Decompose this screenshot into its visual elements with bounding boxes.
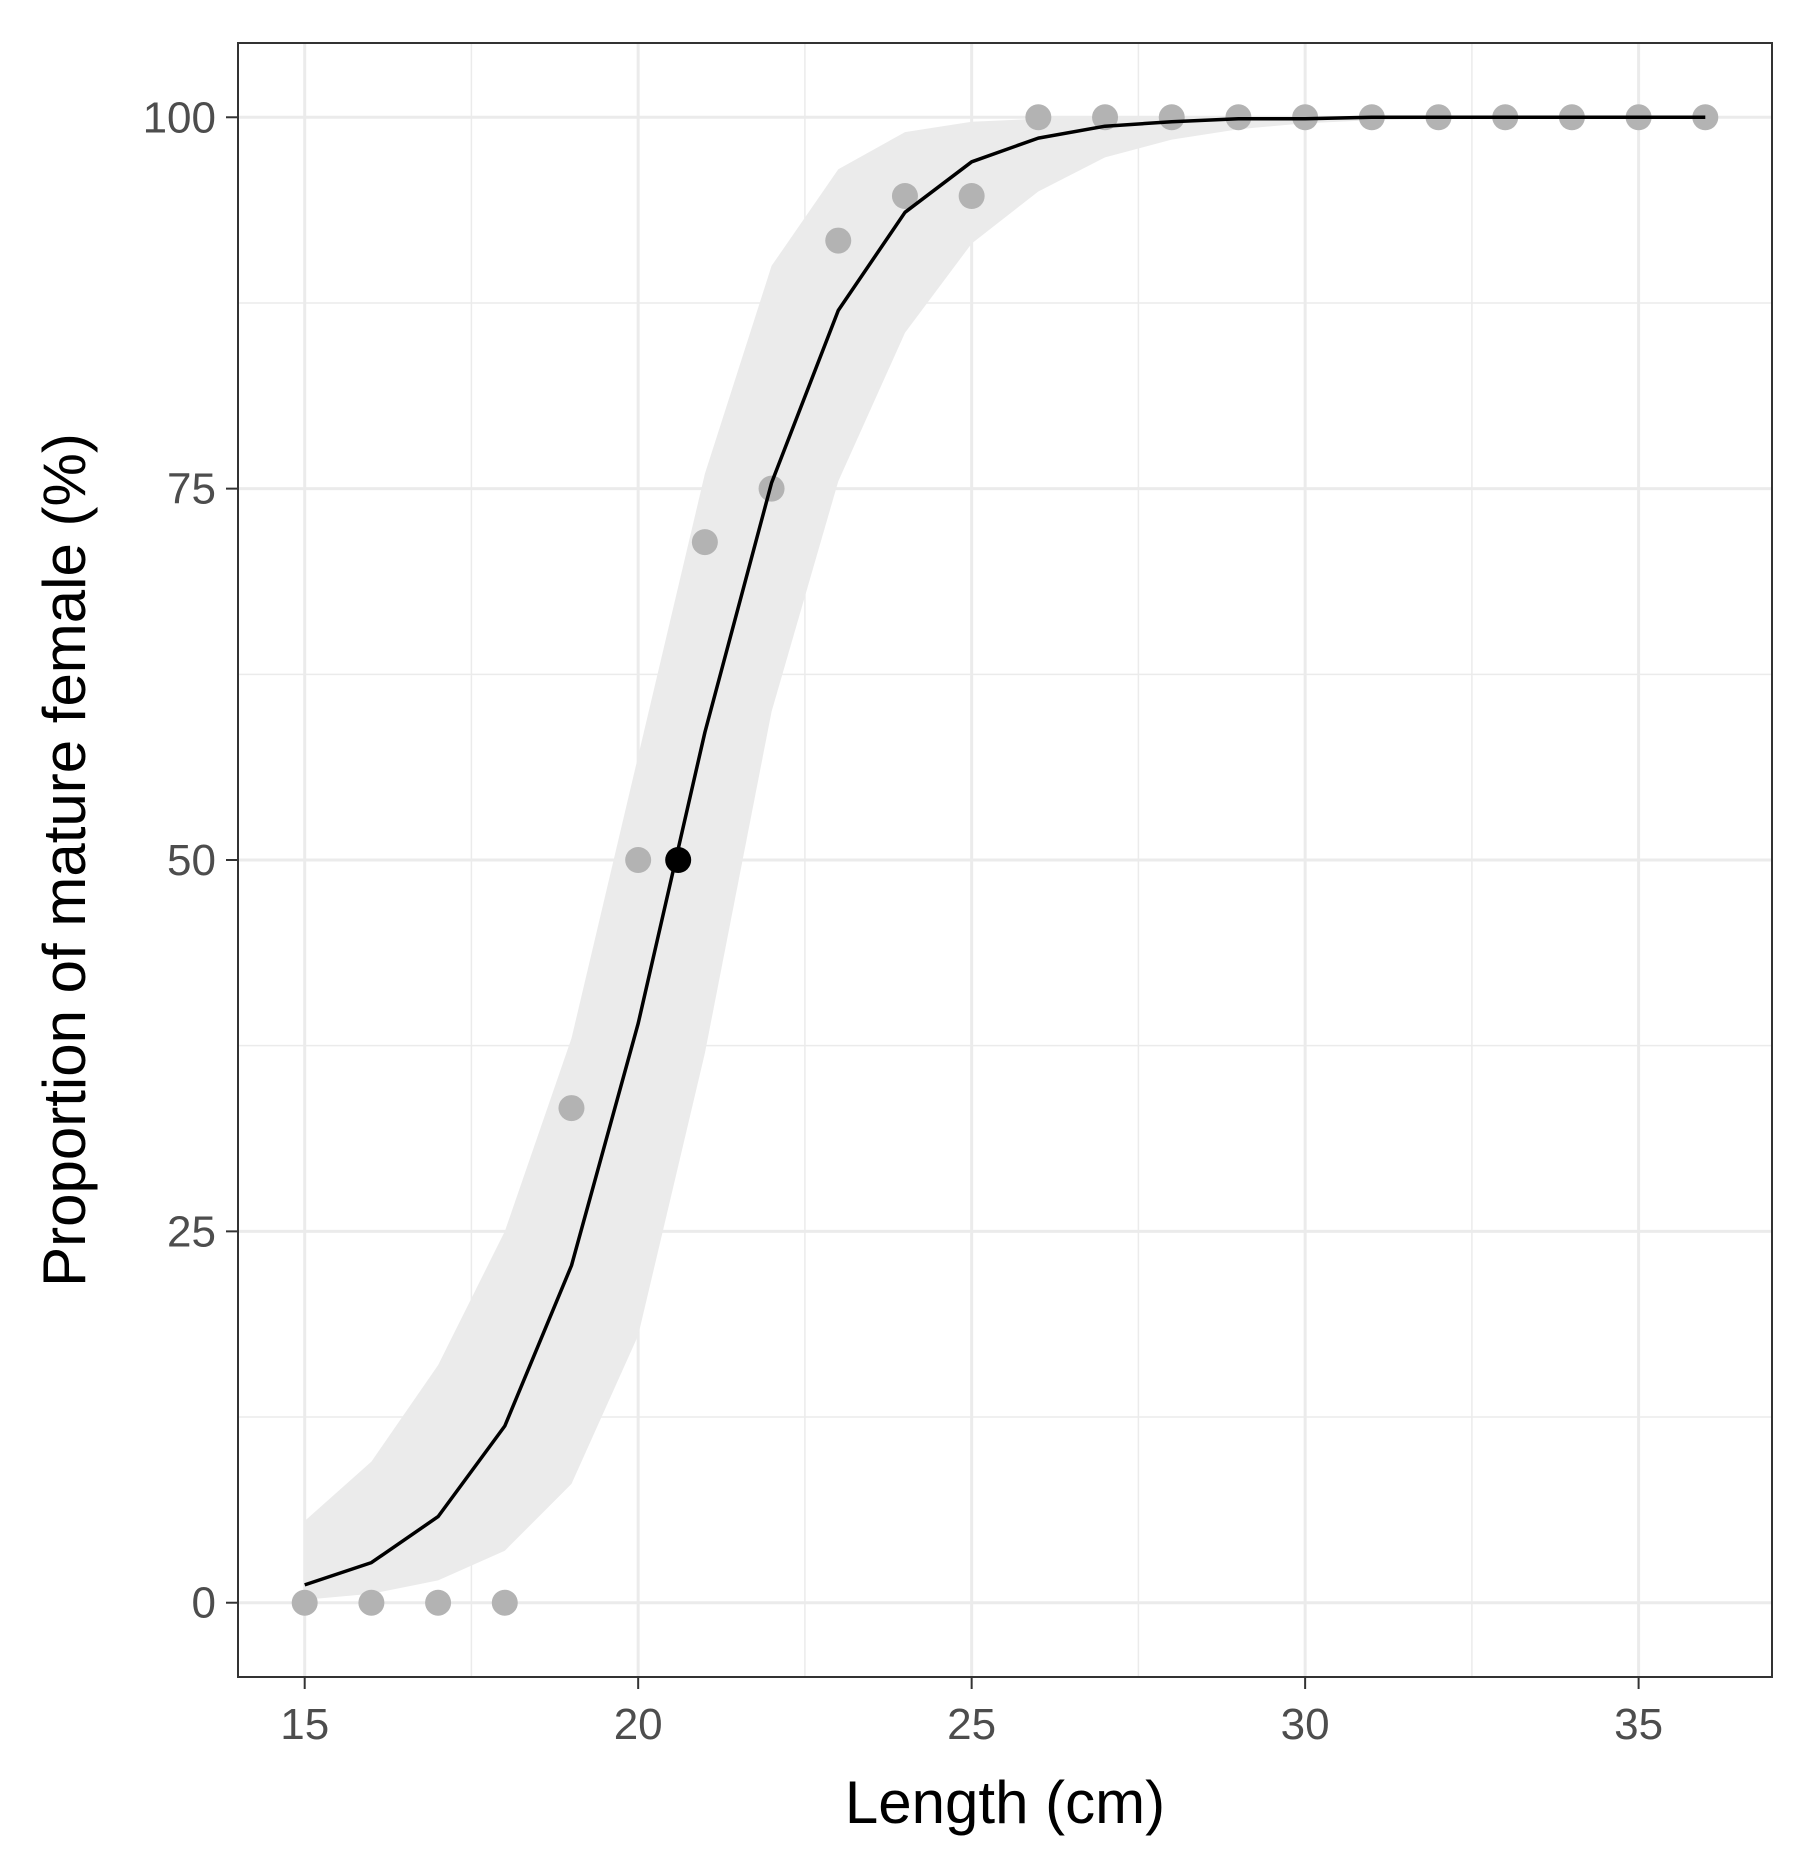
observed-point: [491, 1589, 518, 1616]
fitted-curve: [304, 115, 1706, 1587]
y-tick-label: 50: [167, 836, 216, 885]
observed-point: [891, 183, 918, 210]
observed-point: [558, 1095, 585, 1122]
observed-point: [1692, 104, 1719, 131]
observed-point: [691, 529, 718, 556]
y-axis-ticks: 0 25 50 75 100: [143, 93, 238, 1628]
observed-point: [425, 1589, 452, 1616]
observed-point: [958, 183, 985, 210]
y-tick-label: 75: [167, 465, 216, 514]
y-tick-label: 25: [167, 1207, 216, 1256]
x-tick-label: 30: [1281, 1700, 1330, 1749]
observed-point: [358, 1589, 385, 1616]
observed-point: [625, 847, 652, 873]
x-tick-label: 20: [614, 1700, 663, 1749]
observed-point: [825, 227, 852, 254]
observed-point: [1092, 104, 1119, 131]
l50-point: [665, 847, 692, 873]
x-tick-label: 15: [280, 1700, 329, 1749]
y-tick-label: 0: [192, 1579, 216, 1628]
y-tick-label: 100: [143, 93, 216, 142]
observed-point: [1158, 104, 1185, 131]
observed-point: [291, 1589, 318, 1616]
x-axis-ticks: 15 20 25 30 35: [280, 1677, 1663, 1749]
x-tick-label: 35: [1614, 1700, 1663, 1749]
confidence-band: [304, 117, 1706, 1600]
x-tick-label: 25: [947, 1700, 996, 1749]
x-axis-title: Length (cm): [845, 1769, 1165, 1836]
y-axis-title: Proportion of mature female (%): [31, 433, 98, 1287]
observed-point: [1025, 104, 1052, 131]
